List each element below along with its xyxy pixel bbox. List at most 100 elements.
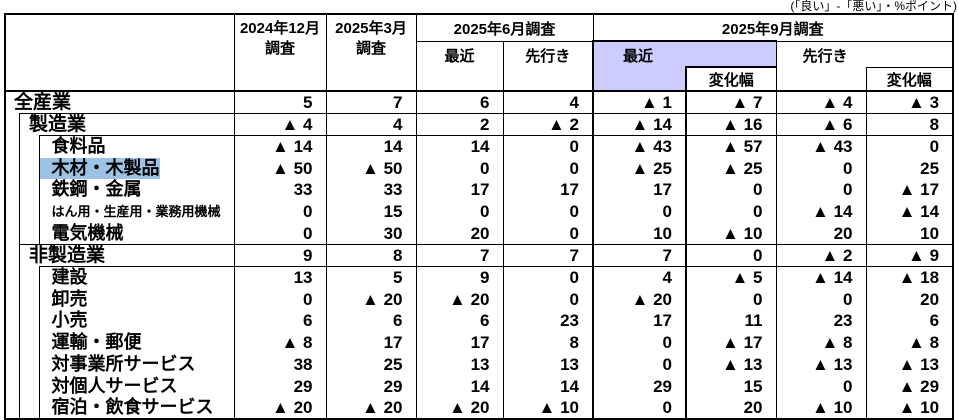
value-cell: 0 xyxy=(685,288,776,311)
value-cell: 0 xyxy=(865,135,954,158)
value-cell: ▲ 10 xyxy=(775,397,866,420)
column-header-jun-forecast: 先行き xyxy=(502,41,593,92)
row-indent xyxy=(5,244,19,266)
row-label: 卸売 xyxy=(51,288,88,309)
table-row: 非製造業 9 8 7 7 7 0 ▲ 2 ▲ 9 xyxy=(5,244,954,267)
value-cell: 0 xyxy=(415,157,503,180)
row-indent xyxy=(5,310,19,332)
value-cell: ▲ 43 xyxy=(775,135,866,158)
value-cell: ▲ 16 xyxy=(685,113,776,136)
row-indent xyxy=(5,375,19,397)
row-label-cell: 卸売 xyxy=(38,288,234,311)
survey-table: 2024年12月 調査 2025年3月 調査 2025年6月調査 2025年9月… xyxy=(4,13,955,420)
value-cell: ▲ 10 xyxy=(685,222,776,245)
row-indent xyxy=(5,223,19,245)
table-row: 対事業所サービス 38 25 13 13 0 ▲ 13 ▲ 13 ▲ 13 xyxy=(5,353,954,376)
value-cell: 0 xyxy=(502,200,593,223)
value-cell: 8 xyxy=(325,244,416,267)
row-indent xyxy=(5,136,19,158)
row-label: 宿泊・飲食サービス xyxy=(51,397,214,418)
value-cell: ▲ 50 xyxy=(233,157,326,180)
row-indent xyxy=(18,179,39,201)
value-cell: 6 xyxy=(865,310,954,332)
table-row: 小売 6 6 6 23 17 11 23 6 xyxy=(5,310,954,332)
table-body: 全産業 5 7 6 4 ▲ 1 ▲ 7 ▲ 4 ▲ 3 製造業 ▲ 4 4 2 ▲ 2 ▲ 14 ▲ 16 ▲ … xyxy=(5,91,954,420)
row-label: 建設 xyxy=(51,267,88,288)
value-cell: 17 xyxy=(415,331,503,354)
value-cell: ▲ 8 xyxy=(233,331,326,354)
value-cell: ▲ 20 xyxy=(325,288,416,311)
table-row: 宿泊・飲食サービス ▲ 20 ▲ 20 ▲ 20 ▲ 10 0 20 ▲ 10 ▲ 10 xyxy=(5,397,954,420)
value-cell: 7 xyxy=(592,244,686,267)
column-header-line1: 2025年3月 xyxy=(335,20,407,37)
table-row: 鉄鋼・金属 33 33 17 17 17 0 0 ▲ 17 xyxy=(5,179,954,201)
row-label-cell: 全産業 xyxy=(14,91,234,114)
value-cell: 9 xyxy=(233,244,326,267)
value-cell: 0 xyxy=(775,157,866,180)
column-header-line2: 調査 xyxy=(355,40,386,57)
value-cell: 0 xyxy=(775,288,866,311)
value-cell: 0 xyxy=(502,288,593,311)
value-cell: 25 xyxy=(325,353,416,376)
value-cell: ▲ 25 xyxy=(592,157,686,180)
value-cell: ▲ 13 xyxy=(685,353,776,376)
row-label-cell: 鉄鋼・金属 xyxy=(38,179,234,201)
column-header-mar2025: 2025年3月 調査 xyxy=(325,14,416,92)
row-indent xyxy=(18,310,39,332)
value-cell: 17 xyxy=(325,331,416,354)
row-label-cell: 製造業 xyxy=(29,113,234,136)
row-indent xyxy=(18,375,39,398)
row-indent xyxy=(5,354,19,376)
row-indent xyxy=(5,288,19,310)
value-cell: 10 xyxy=(592,222,686,245)
row-label-cell: 小売 xyxy=(38,310,234,332)
value-cell: 33 xyxy=(325,179,416,201)
value-cell: ▲ 10 xyxy=(865,397,954,420)
value-cell: 14 xyxy=(502,375,593,398)
value-cell: ▲ 13 xyxy=(775,353,866,376)
value-cell: ▲ 14 xyxy=(233,135,326,158)
row-indent xyxy=(5,332,19,354)
value-cell: ▲ 25 xyxy=(685,157,776,180)
value-cell: ▲ 4 xyxy=(775,91,866,114)
row-indent xyxy=(5,157,19,179)
row-label: 製造業 xyxy=(29,114,87,135)
value-cell: 0 xyxy=(233,222,326,245)
value-cell: 6 xyxy=(415,310,503,332)
column-header-line2: 調査 xyxy=(264,40,295,57)
value-cell: ▲ 13 xyxy=(865,353,954,376)
value-cell: 15 xyxy=(685,375,776,398)
units-note: (「良い」-「悪い」・%ポイント) xyxy=(790,0,957,13)
value-cell: 7 xyxy=(325,91,416,114)
value-cell: 29 xyxy=(592,375,686,398)
value-cell: 13 xyxy=(233,266,326,289)
row-label-cell: 宿泊・飲食サービス xyxy=(38,397,234,420)
value-cell: ▲ 20 xyxy=(325,397,416,420)
value-cell: 0 xyxy=(685,179,776,201)
value-cell: 5 xyxy=(325,266,416,289)
row-indent xyxy=(5,266,19,288)
value-cell: 38 xyxy=(233,353,326,376)
table-row: 運輸・郵便 ▲ 8 17 17 8 0 ▲ 17 ▲ 8 ▲ 8 xyxy=(5,331,954,354)
column-header-line1: 2024年12月 xyxy=(239,20,321,37)
value-cell: 17 xyxy=(502,179,593,201)
value-cell: ▲ 14 xyxy=(775,200,866,223)
value-cell: 4 xyxy=(592,266,686,289)
value-cell: 4 xyxy=(325,113,416,136)
value-cell: ▲ 9 xyxy=(865,244,954,267)
value-cell: 0 xyxy=(592,200,686,223)
column-group-jun2025: 2025年6月調査 xyxy=(415,14,593,42)
value-cell: 0 xyxy=(685,244,776,267)
value-cell: ▲ 20 xyxy=(233,397,326,420)
row-indent xyxy=(5,114,19,136)
value-cell: 10 xyxy=(865,222,954,245)
value-cell: ▲ 2 xyxy=(502,113,593,136)
value-cell: 7 xyxy=(415,244,503,267)
value-cell: ▲ 18 xyxy=(865,266,954,289)
corner-cell xyxy=(5,14,235,92)
value-cell: ▲ 20 xyxy=(415,288,503,311)
table-header: 2024年12月 調査 2025年3月 調査 2025年6月調査 2025年9月… xyxy=(5,14,954,92)
row-indent xyxy=(18,288,39,311)
table-row: 木材・木製品 ▲ 50 ▲ 50 0 0 ▲ 25 ▲ 25 0 25 xyxy=(5,157,954,180)
value-cell: 0 xyxy=(592,353,686,376)
